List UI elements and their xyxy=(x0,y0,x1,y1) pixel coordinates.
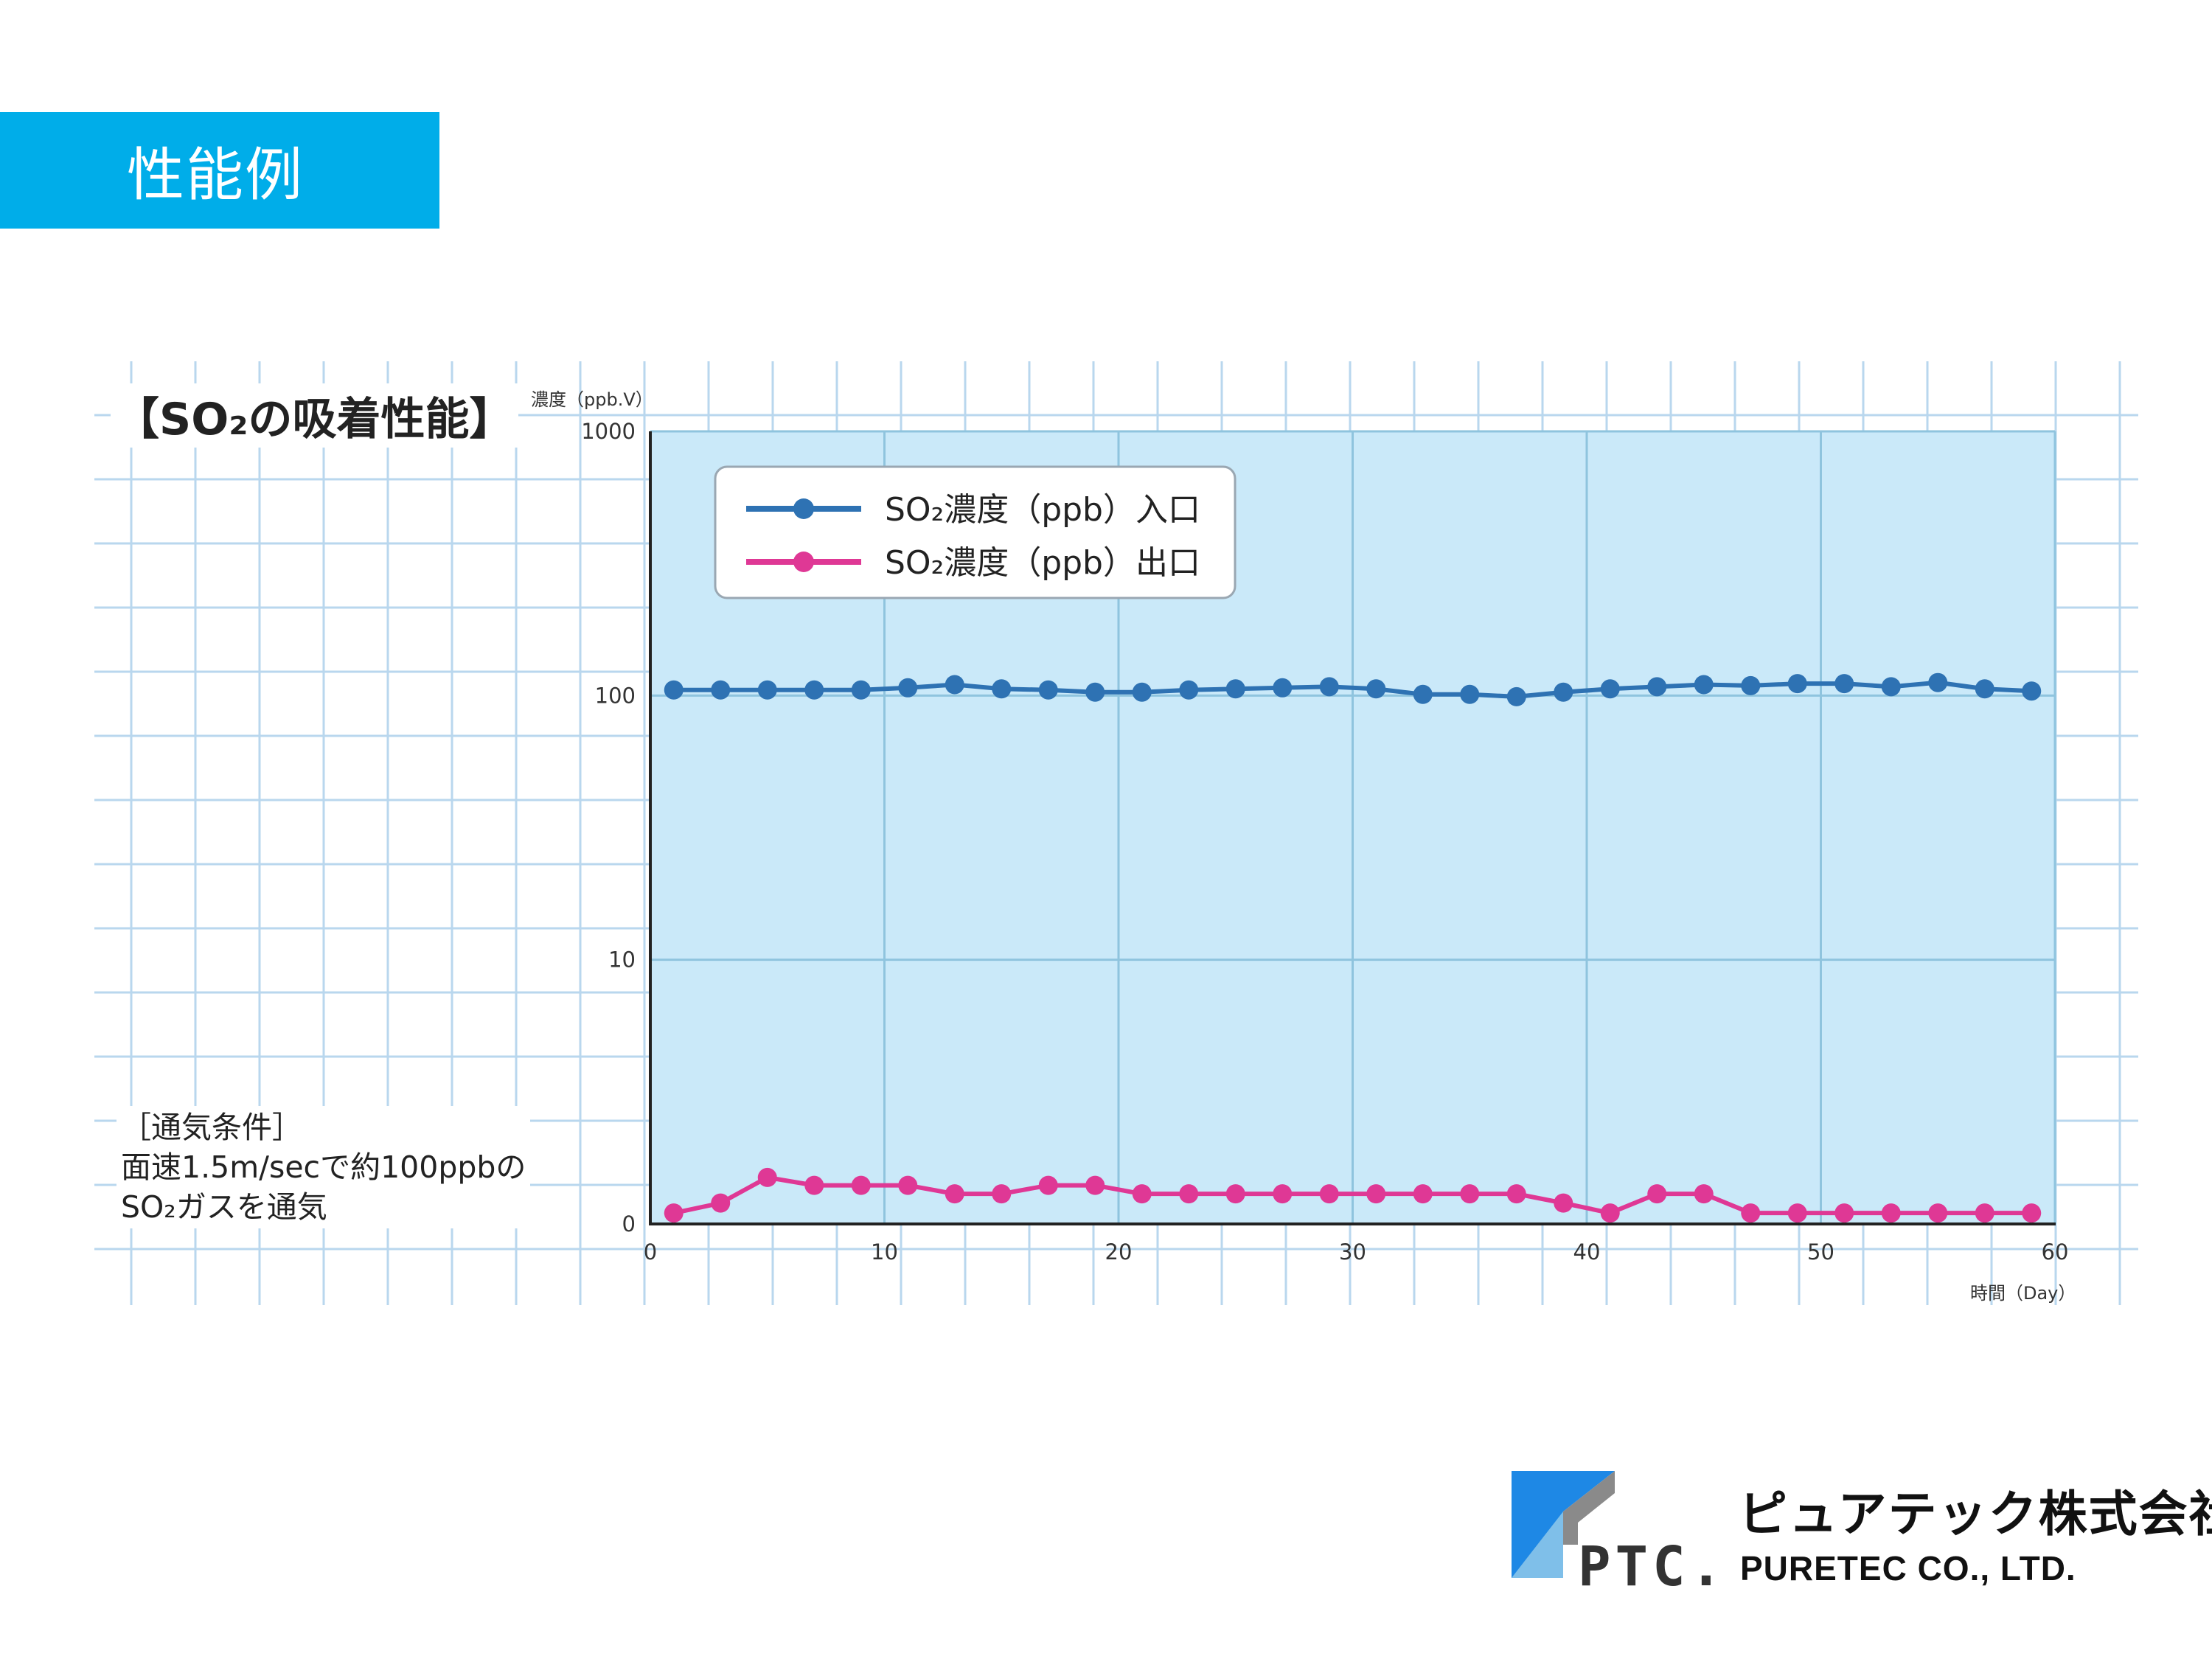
data-point-outlet xyxy=(1132,1184,1152,1204)
data-point-inlet xyxy=(1881,677,1901,697)
logo-mark-text: PTC. xyxy=(1578,1535,1728,1599)
data-point-inlet xyxy=(1366,679,1386,699)
data-point-inlet xyxy=(1600,679,1620,699)
data-point-outlet xyxy=(1647,1184,1667,1204)
data-point-outlet xyxy=(1787,1203,1807,1223)
y-tick-label: 10 xyxy=(608,947,636,973)
data-point-outlet xyxy=(851,1175,871,1195)
data-point-outlet xyxy=(992,1184,1012,1204)
data-point-inlet xyxy=(1554,682,1573,702)
legend-label: SO₂濃度（ppb）出口 xyxy=(885,544,1200,582)
header-tab: 性能例 xyxy=(0,112,439,229)
x-tick-label: 10 xyxy=(871,1239,898,1265)
legend-swatch-marker xyxy=(793,498,814,519)
data-point-inlet xyxy=(1694,675,1714,695)
x-tick-label: 60 xyxy=(2042,1239,2069,1265)
data-point-outlet xyxy=(757,1167,777,1187)
data-point-inlet xyxy=(1132,682,1152,702)
data-point-outlet xyxy=(1038,1175,1058,1195)
data-point-inlet xyxy=(1975,679,1994,699)
data-point-outlet xyxy=(1366,1184,1386,1204)
conditions-line-2: 面速1.5m/secで約100ppbの xyxy=(121,1150,526,1185)
data-point-outlet xyxy=(2022,1203,2042,1223)
data-point-inlet xyxy=(664,680,684,700)
data-point-outlet xyxy=(1460,1184,1480,1204)
data-point-inlet xyxy=(992,679,1012,699)
legend: SO₂濃度（ppb）入口 SO₂濃度（ppb）出口 xyxy=(714,465,1237,599)
company-name-en: PURETEC CO., LTD. xyxy=(1740,1549,2076,1587)
data-point-inlet xyxy=(1834,674,1854,694)
data-point-outlet xyxy=(1085,1175,1105,1195)
data-point-outlet xyxy=(1694,1184,1714,1204)
data-point-inlet xyxy=(1273,678,1293,698)
page-title: 性能例 xyxy=(127,142,305,209)
data-point-outlet xyxy=(1741,1203,1761,1223)
data-point-inlet xyxy=(1647,677,1667,697)
data-point-outlet xyxy=(1975,1203,1994,1223)
data-point-outlet xyxy=(898,1175,918,1195)
x-tick-label: 50 xyxy=(1807,1239,1834,1265)
data-point-outlet xyxy=(664,1203,684,1223)
data-point-outlet xyxy=(804,1175,824,1195)
legend-box xyxy=(714,465,1237,599)
conditions-line-3: SO₂ガスを通気 xyxy=(121,1189,327,1225)
x-tick-label: 40 xyxy=(1573,1239,1601,1265)
data-point-inlet xyxy=(1741,675,1761,695)
x-tick-label: 0 xyxy=(644,1239,657,1265)
data-point-inlet xyxy=(1460,684,1480,704)
data-point-inlet xyxy=(898,678,918,698)
data-point-outlet xyxy=(1881,1203,1901,1223)
data-point-outlet xyxy=(1413,1184,1433,1204)
data-point-inlet xyxy=(1085,682,1105,702)
data-point-outlet xyxy=(1319,1184,1339,1204)
data-point-inlet xyxy=(711,680,731,700)
conditions-note: ［通気条件］ 面速1.5m/secで約100ppbの SO₂ガスを通気 xyxy=(116,1106,531,1228)
data-point-inlet xyxy=(1928,672,1948,692)
y-tick-label: 0 xyxy=(622,1211,636,1237)
data-point-inlet xyxy=(1225,679,1245,699)
data-point-inlet xyxy=(1506,686,1526,706)
data-point-inlet xyxy=(1038,680,1058,700)
section-title: 【SO₂の吸着性能】 xyxy=(111,383,518,448)
company-name-jp: ピュアテック株式会社 xyxy=(1739,1486,2212,1543)
x-tick-label: 30 xyxy=(1339,1239,1366,1265)
data-point-outlet xyxy=(711,1193,731,1213)
data-point-outlet xyxy=(1554,1193,1573,1213)
conditions-heading: ［通気条件］ xyxy=(121,1110,302,1145)
data-point-outlet xyxy=(1225,1184,1245,1204)
data-point-outlet xyxy=(1506,1184,1526,1204)
data-point-outlet xyxy=(1273,1184,1293,1204)
x-tick-label: 20 xyxy=(1105,1239,1133,1265)
data-point-inlet xyxy=(1787,674,1807,694)
plot-gridlines xyxy=(649,430,2056,1225)
data-point-inlet xyxy=(1413,684,1433,704)
company-logo-icon xyxy=(1512,1471,1615,1578)
y-tick-label: 100 xyxy=(595,683,636,708)
x-axis-title: 時間（Day） xyxy=(1970,1283,2076,1304)
data-point-inlet xyxy=(1319,677,1339,697)
data-point-outlet xyxy=(1179,1184,1199,1204)
data-point-inlet xyxy=(804,680,824,700)
data-point-outlet xyxy=(1834,1203,1854,1223)
y-axis-title: 濃度（ppb.V） xyxy=(531,389,653,410)
data-point-outlet xyxy=(945,1184,964,1204)
data-point-outlet xyxy=(1600,1203,1620,1223)
data-point-inlet xyxy=(757,680,777,700)
data-point-inlet xyxy=(1179,680,1199,700)
y-tick-label: 1000 xyxy=(581,419,636,444)
data-point-inlet xyxy=(945,675,964,695)
legend-label: SO₂濃度（ppb）入口 xyxy=(885,491,1200,529)
data-point-inlet xyxy=(851,680,871,700)
data-point-outlet xyxy=(1928,1203,1948,1223)
legend-swatch-marker xyxy=(793,552,814,572)
data-point-inlet xyxy=(2022,681,2042,701)
